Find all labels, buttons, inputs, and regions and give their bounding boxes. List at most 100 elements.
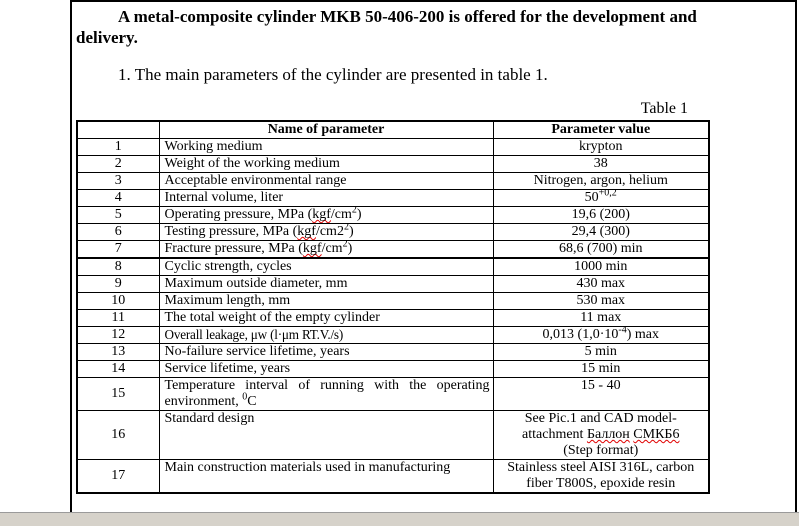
text-segment: Testing pressure, MPa ( (164, 224, 298, 240)
parameter-value-cell: 430 max (492, 275, 710, 293)
table-row: 17 Main construction materials used in ma… (76, 459, 710, 494)
table-row: 11 The total weight of the empty cylinder… (76, 309, 710, 327)
row-number: 9 (76, 275, 160, 293)
parameter-value-cell: 11 max (492, 309, 710, 327)
table-row: 2 Weight of the working medium 38 (76, 155, 710, 173)
table-row: 15 Temperature interval of running with t… (76, 377, 710, 411)
row-number: 16 (76, 410, 160, 460)
row-number: 12 (76, 326, 160, 344)
misspelled-word: kgf (302, 241, 322, 256)
text-segment: Fracture pressure, MPa ( (164, 241, 303, 256)
row-number: 1 (76, 138, 160, 156)
text-segment: See Pic.1 and CAD model- (524, 411, 677, 427)
parameter-name-cell: Internal volume, liter (158, 189, 494, 207)
parameter-value-cell: krypton (492, 138, 710, 156)
parameter-value-cell: 15 - 40 (492, 377, 710, 411)
parameter-name-cell: Maximum outside diameter, mm (158, 275, 494, 293)
text-segment: Maximum length, mm (164, 293, 291, 309)
text-segment: /cm (321, 241, 343, 256)
header-parameter-name: Name of parameter (158, 120, 494, 139)
misspelled-word: Баллон (586, 427, 630, 442)
text-segment: Temperature interval of running with the… (164, 378, 490, 410)
horizontal-scrollbar[interactable] (0, 512, 799, 526)
table-row: 8 Cyclic strength, cycles 1000 min (76, 257, 710, 276)
row-number: 6 (76, 223, 160, 241)
table-row: 14 Service lifetime, years 15 min (76, 360, 710, 378)
table-row: 6 Testing pressure, MPa (kgf/cm22) 29,4 (3… (76, 223, 710, 241)
text-segment: 0,013 (1,0·10 (542, 327, 619, 343)
row-number: 13 (76, 343, 160, 361)
row-number: 7 (76, 240, 160, 259)
parameter-value-cell: See Pic.1 and CAD model-attachment Балло… (492, 410, 710, 460)
text-segment: Stainless steel AISI 316L, carbon (507, 460, 695, 475)
text-segment: 5 min (584, 344, 617, 360)
parameter-name-cell: Weight of the working medium (158, 155, 494, 173)
superscript-text: +0,2 (598, 189, 617, 199)
parameters-table-body: 1 Working medium krypton 2 Weight of the wor… (76, 138, 710, 494)
table-row: 4 Internal volume, liter 50+0,2 (76, 189, 710, 207)
table-row: 7 Fracture pressure, MPa (kgf/cm2) 68,6 (7… (76, 240, 710, 259)
table-row: 9 Maximum outside diameter, mm 430 max (76, 275, 710, 293)
parameter-name-cell: No-failure service lifetime, years (158, 343, 494, 361)
parameter-value-cell: Stainless steel AISI 316L, carbon fiber T… (492, 459, 710, 494)
table-row: 3 Acceptable environmental range Nitrogen,… (76, 172, 710, 190)
page-left-edge (70, 0, 72, 513)
text-segment: 15 min (581, 361, 621, 377)
text-segment: Weight of the working medium (164, 156, 340, 172)
text-segment: ) (347, 241, 353, 256)
parameter-value-cell: 29,4 (300) (492, 223, 710, 241)
superscript-text: 2 (343, 223, 349, 233)
page-top-edge (70, 0, 797, 2)
text-segment: /cm (330, 207, 352, 223)
text-segment: ) max (626, 327, 659, 343)
row-number: 10 (76, 292, 160, 310)
parameter-value-cell: 530 max (492, 292, 710, 310)
row-number: 11 (76, 309, 160, 327)
row-number: 3 (76, 172, 160, 190)
text-segment: Overall leakage, μw (l·μm RT.V./s) (164, 327, 344, 343)
table-row: 16 Standard design See Pic.1 and CAD model… (76, 410, 710, 460)
superscript-text: 0 (242, 391, 248, 403)
parameter-name-cell: Main construction materials used in manu… (158, 459, 494, 494)
misspelled-word: kgf (312, 207, 331, 223)
page-title: A metal-composite cylinder MKB 50-406-20… (76, 7, 697, 47)
text-segment: 1000 min (574, 259, 628, 274)
text-segment: Standard design (164, 411, 255, 427)
row-number: 4 (76, 189, 160, 207)
text-segment: Internal volume, liter (164, 190, 284, 206)
text-segment: No-failure service lifetime, years (164, 344, 350, 360)
parameter-name-cell: Testing pressure, MPa (kgf/cm22) (158, 223, 494, 241)
parameter-name-cell: Acceptable environmental range (158, 172, 494, 190)
text-segment: 29,4 (300) (571, 224, 630, 240)
parameter-value-cell: 38 (492, 155, 710, 173)
text-segment: /cm2 (315, 224, 344, 240)
text-segment: 430 max (576, 276, 626, 292)
parameter-name-cell: Overall leakage, μw (l·μm RT.V./s) (158, 326, 494, 344)
document-page: A metal-composite cylinder MKB 50-406-20… (76, 6, 710, 494)
parameter-name-cell: The total weight of the empty cylinder (158, 309, 494, 327)
text-segment: 50 (584, 190, 599, 206)
text-segment: ) (348, 224, 354, 240)
text-segment: Maximum outside diameter, mm (164, 276, 348, 292)
text-segment: 11 max (580, 310, 622, 326)
superscript-text: 2 (342, 240, 348, 250)
table-row: 10 Maximum length, mm 530 max (76, 292, 710, 310)
parameters-table: Name of parameter Parameter value 1 Worki… (76, 120, 710, 494)
parameter-value-cell: Nitrogen, argon, helium (492, 172, 710, 190)
misspelled-word: СМКБ6 (633, 427, 680, 442)
misspelled-word: kgf (297, 224, 316, 240)
text-segment: The total weight of the empty cylinder (164, 310, 380, 326)
table-row: 13 No-failure service lifetime, years 5 mi… (76, 343, 710, 361)
parameter-value-cell: 50+0,2 (492, 189, 710, 207)
table-header-row: Name of parameter Parameter value (76, 120, 710, 139)
superscript-text: -4 (618, 326, 627, 336)
text-segment: 530 max (576, 293, 626, 309)
row-number: 2 (76, 155, 160, 173)
parameter-value-cell: 68,6 (700) min (492, 240, 710, 259)
text-segment: Nitrogen, argon, helium (533, 173, 668, 189)
parameter-value-cell: 15 min (492, 360, 710, 378)
row-number: 14 (76, 360, 160, 378)
text-segment: 15 - 40 (580, 378, 621, 394)
text-segment: Cyclic strength, cycles (164, 259, 292, 274)
row-number: 17 (76, 459, 160, 494)
